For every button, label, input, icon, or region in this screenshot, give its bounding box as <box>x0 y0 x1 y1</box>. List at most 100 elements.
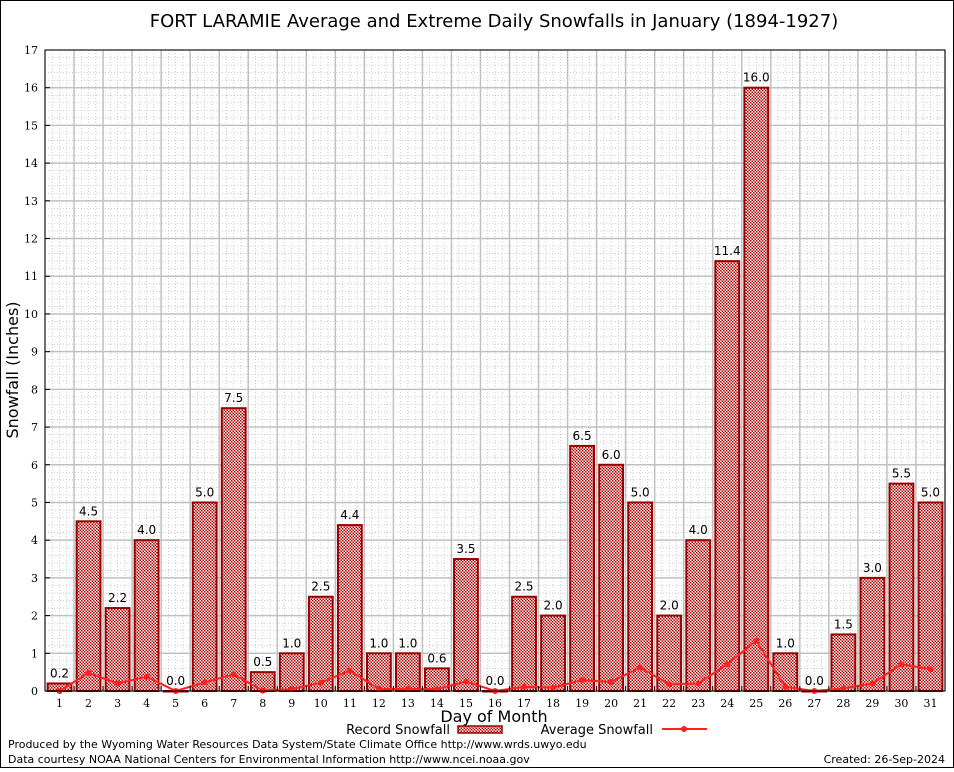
bar-value-label: 5.0 <box>195 485 214 499</box>
x-tick-label: 15 <box>459 697 473 710</box>
x-tick-label: 19 <box>575 697 589 710</box>
x-tick-label: 21 <box>633 697 647 710</box>
average-point-day-29 <box>869 680 876 687</box>
bar-value-label: 6.0 <box>602 448 621 462</box>
bar-value-label: 4.4 <box>340 508 359 522</box>
y-tick-label: 14 <box>24 157 38 170</box>
bar-value-label: 2.2 <box>108 591 127 605</box>
average-point-day-19 <box>579 677 586 684</box>
x-tick-label: 28 <box>836 697 850 710</box>
x-tick-label: 16 <box>488 697 502 710</box>
y-tick-label: 17 <box>24 44 38 57</box>
y-tick-label: 0 <box>31 685 38 698</box>
bar-day-17 <box>511 595 537 692</box>
bar-day-13 <box>395 652 421 693</box>
x-tick-label: 1 <box>56 697 63 710</box>
bar-day-25 <box>743 86 770 693</box>
bar-day-21 <box>627 501 654 692</box>
plot-frame <box>44 49 946 692</box>
bar-day-9 <box>278 652 305 693</box>
average-point-day-11 <box>346 667 353 674</box>
average-point-day-21 <box>637 664 644 671</box>
average-point-day-20 <box>608 678 615 685</box>
bar-value-label: 16.0 <box>743 71 770 85</box>
chart-title: FORT LARAMIE Average and Extreme Daily S… <box>150 11 838 32</box>
average-point-day-17 <box>521 683 528 690</box>
average-point-day-7 <box>230 671 237 678</box>
x-tick-label: 4 <box>143 697 150 710</box>
x-tick-label: 20 <box>604 697 618 710</box>
x-tick-label: 27 <box>807 697 821 710</box>
average-point-day-4 <box>143 673 150 680</box>
bar-value-label: 1.0 <box>369 636 388 650</box>
y-axis-label: Snowfall (Inches) <box>3 301 22 438</box>
bar-value-label: 0.2 <box>50 666 69 680</box>
bar-value-label: 1.0 <box>398 636 417 650</box>
bar-value-label: 1.0 <box>282 636 301 650</box>
bar-day-15 <box>453 558 479 692</box>
bar-day-10 <box>307 595 334 692</box>
x-tick-label: 17 <box>517 697 531 710</box>
x-tick-label: 6 <box>201 697 208 710</box>
footer-produced-by: Produced by the Wyoming Water Resources … <box>8 738 587 751</box>
bar-value-label: 0.0 <box>485 674 504 688</box>
x-tick-label: 9 <box>288 697 295 710</box>
x-tick-label: 10 <box>314 697 328 710</box>
y-tick-label: 11 <box>24 270 38 283</box>
average-point-day-2 <box>85 669 92 676</box>
bar-value-label: 4.0 <box>689 523 708 537</box>
x-tick-label: 12 <box>372 697 386 710</box>
y-tick-label: 3 <box>31 572 38 585</box>
x-tick-label: 3 <box>114 697 121 710</box>
bar-day-19 <box>569 444 595 693</box>
bar-value-label: 0.0 <box>805 674 824 688</box>
y-tick-label: 12 <box>24 233 38 246</box>
bar-day-3 <box>104 607 131 692</box>
legend-record-swatch <box>457 725 503 734</box>
y-tick-label: 2 <box>31 610 38 623</box>
average-point-day-10 <box>317 679 324 686</box>
average-point-day-15 <box>462 678 469 685</box>
y-tick-label: 4 <box>31 534 38 547</box>
bar-value-label: 6.5 <box>573 429 592 443</box>
average-point-day-6 <box>201 679 208 686</box>
average-point-day-3 <box>114 680 121 687</box>
bar-day-6 <box>191 501 218 692</box>
bar-value-label: 3.0 <box>863 561 882 575</box>
y-tick-label: 15 <box>24 119 38 132</box>
y-tick-label: 1 <box>31 647 38 660</box>
legend-record-label: Record Snowfall <box>346 723 450 738</box>
bar-day-2 <box>75 520 102 693</box>
y-tick-label: 5 <box>31 496 38 509</box>
x-tick-label: 11 <box>343 697 357 710</box>
footer-data-courtesy: Data courtesy NOAA National Centers for … <box>8 753 530 766</box>
average-point-day-26 <box>782 683 789 690</box>
bar-day-24 <box>714 260 741 692</box>
footer-created: Created: 26-Sep-2024 <box>824 753 945 766</box>
bar-value-label: 2.5 <box>514 580 533 594</box>
bar-day-4 <box>133 539 160 692</box>
y-tick-label: 16 <box>24 82 38 95</box>
average-point-day-13 <box>404 685 411 692</box>
bar-day-23 <box>685 539 712 692</box>
bar-value-label: 2.5 <box>311 580 330 594</box>
bar-value-label: 5.0 <box>631 485 650 499</box>
y-tick-label: 7 <box>31 421 38 434</box>
bar-day-7 <box>220 407 247 692</box>
x-tick-label: 22 <box>662 697 676 710</box>
legend: Record Snowfall Average Snowfall <box>346 723 707 738</box>
average-point-day-30 <box>898 661 905 668</box>
x-tick-label: 18 <box>546 697 560 710</box>
bar-day-29 <box>859 576 886 692</box>
average-point-day-31 <box>927 666 934 673</box>
bar-value-label: 3.5 <box>456 542 475 556</box>
x-tick-label: 2 <box>85 697 92 710</box>
bar-value-label: 2.0 <box>544 599 563 613</box>
bar-value-label: 1.5 <box>834 617 853 631</box>
y-tick-label: 8 <box>31 383 38 396</box>
x-tick-label: 24 <box>720 697 734 710</box>
average-point-day-22 <box>666 681 673 688</box>
y-tick-label: 9 <box>31 346 38 359</box>
bar-day-31 <box>917 501 944 692</box>
